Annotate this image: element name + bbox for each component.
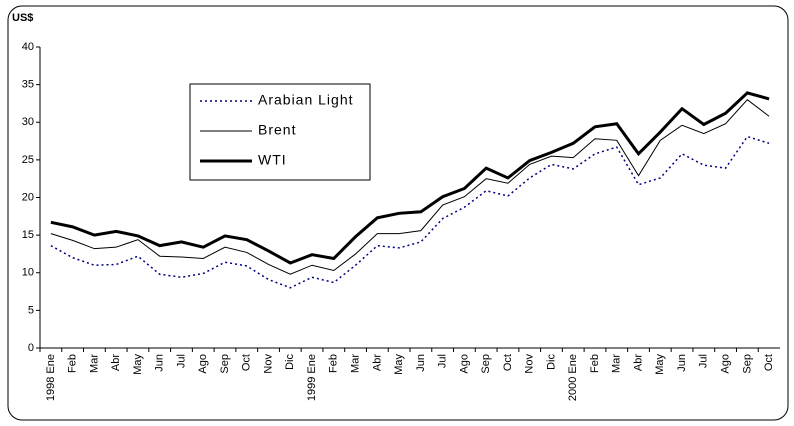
y-tick-label: 10: [22, 267, 34, 279]
y-tick-label: 25: [22, 154, 34, 166]
x-tick-label: Ago: [719, 354, 731, 374]
x-tick-label: Ago: [458, 354, 470, 374]
x-tick-label: Sep: [741, 354, 753, 374]
legend-label: WTI: [258, 152, 287, 168]
x-tick-label: 1998 Ene: [45, 354, 57, 401]
series-line: [50, 91, 770, 265]
x-tick-label: Sep: [480, 354, 492, 374]
x-tick-label: Dic: [545, 354, 557, 370]
y-tick-label: 0: [28, 342, 34, 354]
x-tick-label: May: [132, 354, 144, 375]
x-tick-label: Nov: [262, 354, 274, 374]
y-tick-label: 15: [22, 229, 34, 241]
x-tick-label: Oct: [763, 354, 775, 371]
legend-label: Arabian Light: [258, 92, 354, 108]
x-tick-label: Jun: [154, 354, 166, 372]
x-tick-label: Nov: [524, 354, 536, 374]
x-tick-label: Abr: [371, 354, 383, 371]
x-tick-label: Feb: [589, 354, 601, 373]
x-tick-label: Dic: [284, 354, 296, 370]
x-tick-label: Abr: [632, 354, 644, 371]
series-line: [50, 98, 770, 275]
x-tick-label: Jun: [415, 354, 427, 372]
x-tick-label: Jul: [437, 354, 449, 368]
x-tick-label: May: [654, 354, 666, 375]
y-tick-label: 40: [22, 41, 34, 53]
x-tick-label: Mar: [88, 354, 100, 373]
legend-label: Brent: [258, 122, 296, 138]
y-axis-label: US$: [12, 12, 33, 24]
x-tick-label: 2000 Ene: [567, 354, 579, 401]
series-line: [50, 135, 770, 289]
x-tick-label: Oct: [502, 354, 514, 371]
x-tick-label: Oct: [241, 354, 253, 371]
x-tick-label: Ago: [197, 354, 209, 374]
x-tick-label: Feb: [328, 354, 340, 373]
y-tick-label: 35: [22, 79, 34, 91]
x-tick-label: Jun: [676, 354, 688, 372]
x-tick-label: Mar: [349, 354, 361, 373]
y-tick-label: 5: [28, 304, 34, 316]
y-tick-label: 20: [22, 191, 34, 203]
y-tick-label: 30: [22, 116, 34, 128]
x-tick-label: Sep: [219, 354, 231, 374]
x-tick-label: 1999 Ene: [306, 354, 318, 401]
x-tick-label: Mar: [611, 354, 623, 373]
legend-box: [189, 83, 371, 181]
x-tick-label: Jul: [698, 354, 710, 368]
x-tick-label: May: [393, 354, 405, 375]
x-tick-label: Abr: [110, 354, 122, 371]
x-tick-label: Jul: [175, 354, 187, 368]
x-tick-label: Feb: [67, 354, 79, 373]
